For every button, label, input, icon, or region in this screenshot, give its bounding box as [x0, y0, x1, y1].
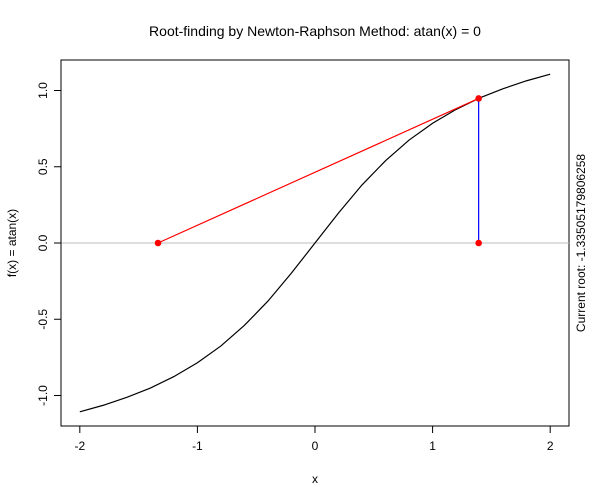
current-root-label: Current root: -1.33505179806258	[574, 154, 588, 332]
tangent-line	[157, 97, 479, 244]
y-axis: -1.0 -0.5 0.0 0.5 1.0	[36, 82, 62, 406]
iteration-point	[154, 239, 162, 247]
iteration-point	[475, 95, 482, 102]
y-tick-label: -0.5	[36, 309, 50, 330]
x-tick-label: 0	[312, 439, 319, 453]
x-tick-label: -2	[74, 439, 85, 453]
chart-title: Root-finding by Newton-Raphson Method: a…	[149, 23, 481, 39]
y-tick-label: 0.5	[36, 158, 50, 175]
points-layer	[154, 95, 482, 247]
y-tick-label: 0.0	[36, 234, 50, 251]
tangent-layer	[157, 97, 479, 244]
x-axis: -2 -1 0 1 2	[74, 425, 554, 453]
x-tick-label: -1	[192, 439, 203, 453]
x-axis-title: x	[312, 472, 318, 486]
y-tick-label: 1.0	[36, 82, 50, 99]
x-tick-label: 2	[547, 439, 554, 453]
y-axis-title: f(x) = atan(x)	[5, 209, 19, 277]
y-tick-label: -1.0	[36, 385, 50, 406]
iteration-point	[475, 239, 482, 247]
x-tick-label: 1	[429, 439, 436, 453]
